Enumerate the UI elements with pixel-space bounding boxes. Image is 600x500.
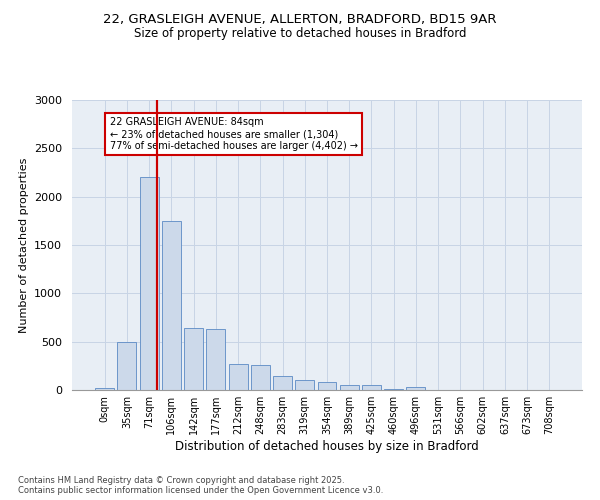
Bar <box>273 376 292 390</box>
Text: Contains HM Land Registry data © Crown copyright and database right 2025.
Contai: Contains HM Land Registry data © Crown c… <box>18 476 383 495</box>
Bar <box>384 389 403 390</box>
Bar <box>140 178 158 390</box>
Bar <box>206 329 225 390</box>
Text: Size of property relative to detached houses in Bradford: Size of property relative to detached ho… <box>134 28 466 40</box>
Bar <box>229 364 248 390</box>
Y-axis label: Number of detached properties: Number of detached properties <box>19 158 29 332</box>
Bar <box>162 221 181 390</box>
Text: 22, GRASLEIGH AVENUE, ALLERTON, BRADFORD, BD15 9AR: 22, GRASLEIGH AVENUE, ALLERTON, BRADFORD… <box>103 12 497 26</box>
Bar <box>340 384 359 390</box>
Bar <box>184 328 203 390</box>
Text: 22 GRASLEIGH AVENUE: 84sqm
← 23% of detached houses are smaller (1,304)
77% of s: 22 GRASLEIGH AVENUE: 84sqm ← 23% of deta… <box>110 118 358 150</box>
Bar <box>118 342 136 390</box>
Bar <box>95 388 114 390</box>
Bar <box>362 385 381 390</box>
X-axis label: Distribution of detached houses by size in Bradford: Distribution of detached houses by size … <box>175 440 479 453</box>
Bar <box>317 382 337 390</box>
Bar <box>406 387 425 390</box>
Bar <box>295 380 314 390</box>
Bar <box>251 366 270 390</box>
